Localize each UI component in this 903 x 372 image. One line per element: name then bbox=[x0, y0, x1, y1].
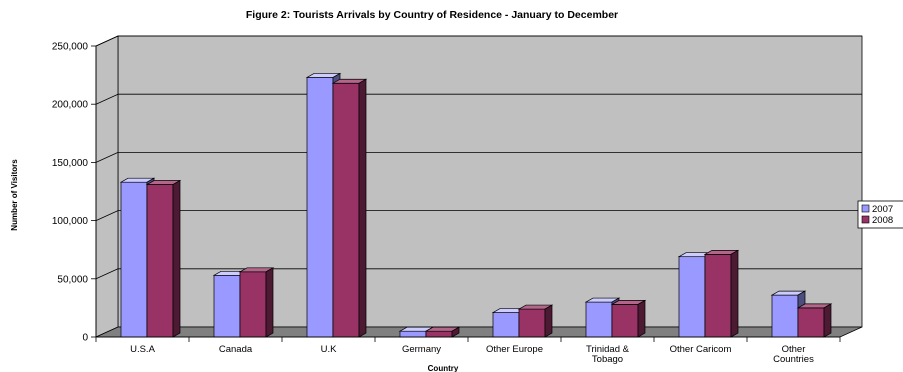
gridline-side bbox=[95, 93, 119, 105]
legend-swatch bbox=[861, 204, 870, 213]
bar-2008 bbox=[517, 304, 554, 338]
bar-side bbox=[730, 249, 739, 338]
y-tick-label: 250,000 bbox=[52, 42, 89, 53]
bar-front bbox=[492, 312, 520, 338]
x-category-label: Other Europe bbox=[486, 344, 543, 355]
bar-side bbox=[637, 299, 646, 338]
legend-label: 2007 bbox=[872, 204, 893, 215]
y-tick-label: 50,000 bbox=[57, 274, 88, 285]
bar-front bbox=[120, 181, 148, 338]
bar-2008 bbox=[796, 303, 833, 338]
x-category-label: Canada bbox=[219, 344, 253, 355]
bar-front bbox=[146, 184, 174, 338]
bar-front bbox=[585, 301, 613, 338]
plot-area bbox=[95, 35, 863, 338]
bar-front bbox=[611, 304, 639, 338]
bar-2008 bbox=[424, 326, 461, 338]
bar-front bbox=[704, 254, 732, 338]
y-axis-label: Number of Visitors bbox=[10, 159, 19, 231]
x-category-label: Countries bbox=[773, 354, 814, 365]
bar-front bbox=[239, 271, 267, 338]
floor bbox=[95, 326, 863, 338]
side-wall bbox=[95, 35, 119, 338]
bar-side bbox=[358, 78, 367, 338]
bar-front bbox=[399, 330, 427, 338]
gridline-side bbox=[95, 35, 119, 47]
chart-title: Figure 2: Tourists Arrivals by Country o… bbox=[246, 9, 618, 21]
bar-2008 bbox=[703, 249, 740, 338]
x-category-label: Other bbox=[782, 344, 806, 355]
y-tick-label: 100,000 bbox=[52, 216, 89, 227]
y-tick-label: 0 bbox=[82, 333, 88, 344]
bar-front bbox=[306, 77, 334, 338]
bar-front bbox=[797, 307, 825, 338]
x-category-label: Tobago bbox=[592, 354, 623, 365]
gridline-side bbox=[95, 268, 119, 280]
y-tick-label: 150,000 bbox=[52, 158, 89, 169]
bar-2008 bbox=[145, 179, 182, 338]
bar-2008 bbox=[331, 78, 368, 338]
bar-front bbox=[678, 256, 706, 338]
gridline-side bbox=[95, 152, 119, 163]
bar-front bbox=[518, 308, 546, 338]
legend-label: 2008 bbox=[872, 215, 893, 226]
bar-front bbox=[332, 82, 360, 338]
y-tick-label: 200,000 bbox=[52, 100, 89, 111]
bar-side bbox=[265, 267, 274, 338]
bar-front bbox=[771, 294, 799, 338]
x-category-label: U.S.A bbox=[130, 344, 155, 355]
x-category-label: U.K bbox=[321, 344, 338, 355]
bar-side bbox=[172, 179, 181, 338]
x-category-label: Other Caricom bbox=[670, 344, 732, 355]
legend-swatch bbox=[861, 215, 870, 224]
bar-front bbox=[213, 274, 241, 338]
x-axis-label: Country bbox=[428, 364, 459, 372]
gridline-side bbox=[95, 210, 119, 221]
x-category-label: Trinidad & bbox=[586, 344, 630, 355]
bar-2008 bbox=[610, 299, 647, 338]
bar-2008 bbox=[238, 267, 275, 338]
bar-side bbox=[544, 304, 553, 338]
bar-side bbox=[823, 303, 832, 338]
bar-front bbox=[425, 330, 453, 338]
x-category-label: Germany bbox=[402, 344, 441, 355]
bar-side bbox=[451, 326, 460, 338]
x-axis-categories: U.S.A Canada U.K Germany Other Europe Trinida… bbox=[95, 337, 841, 365]
